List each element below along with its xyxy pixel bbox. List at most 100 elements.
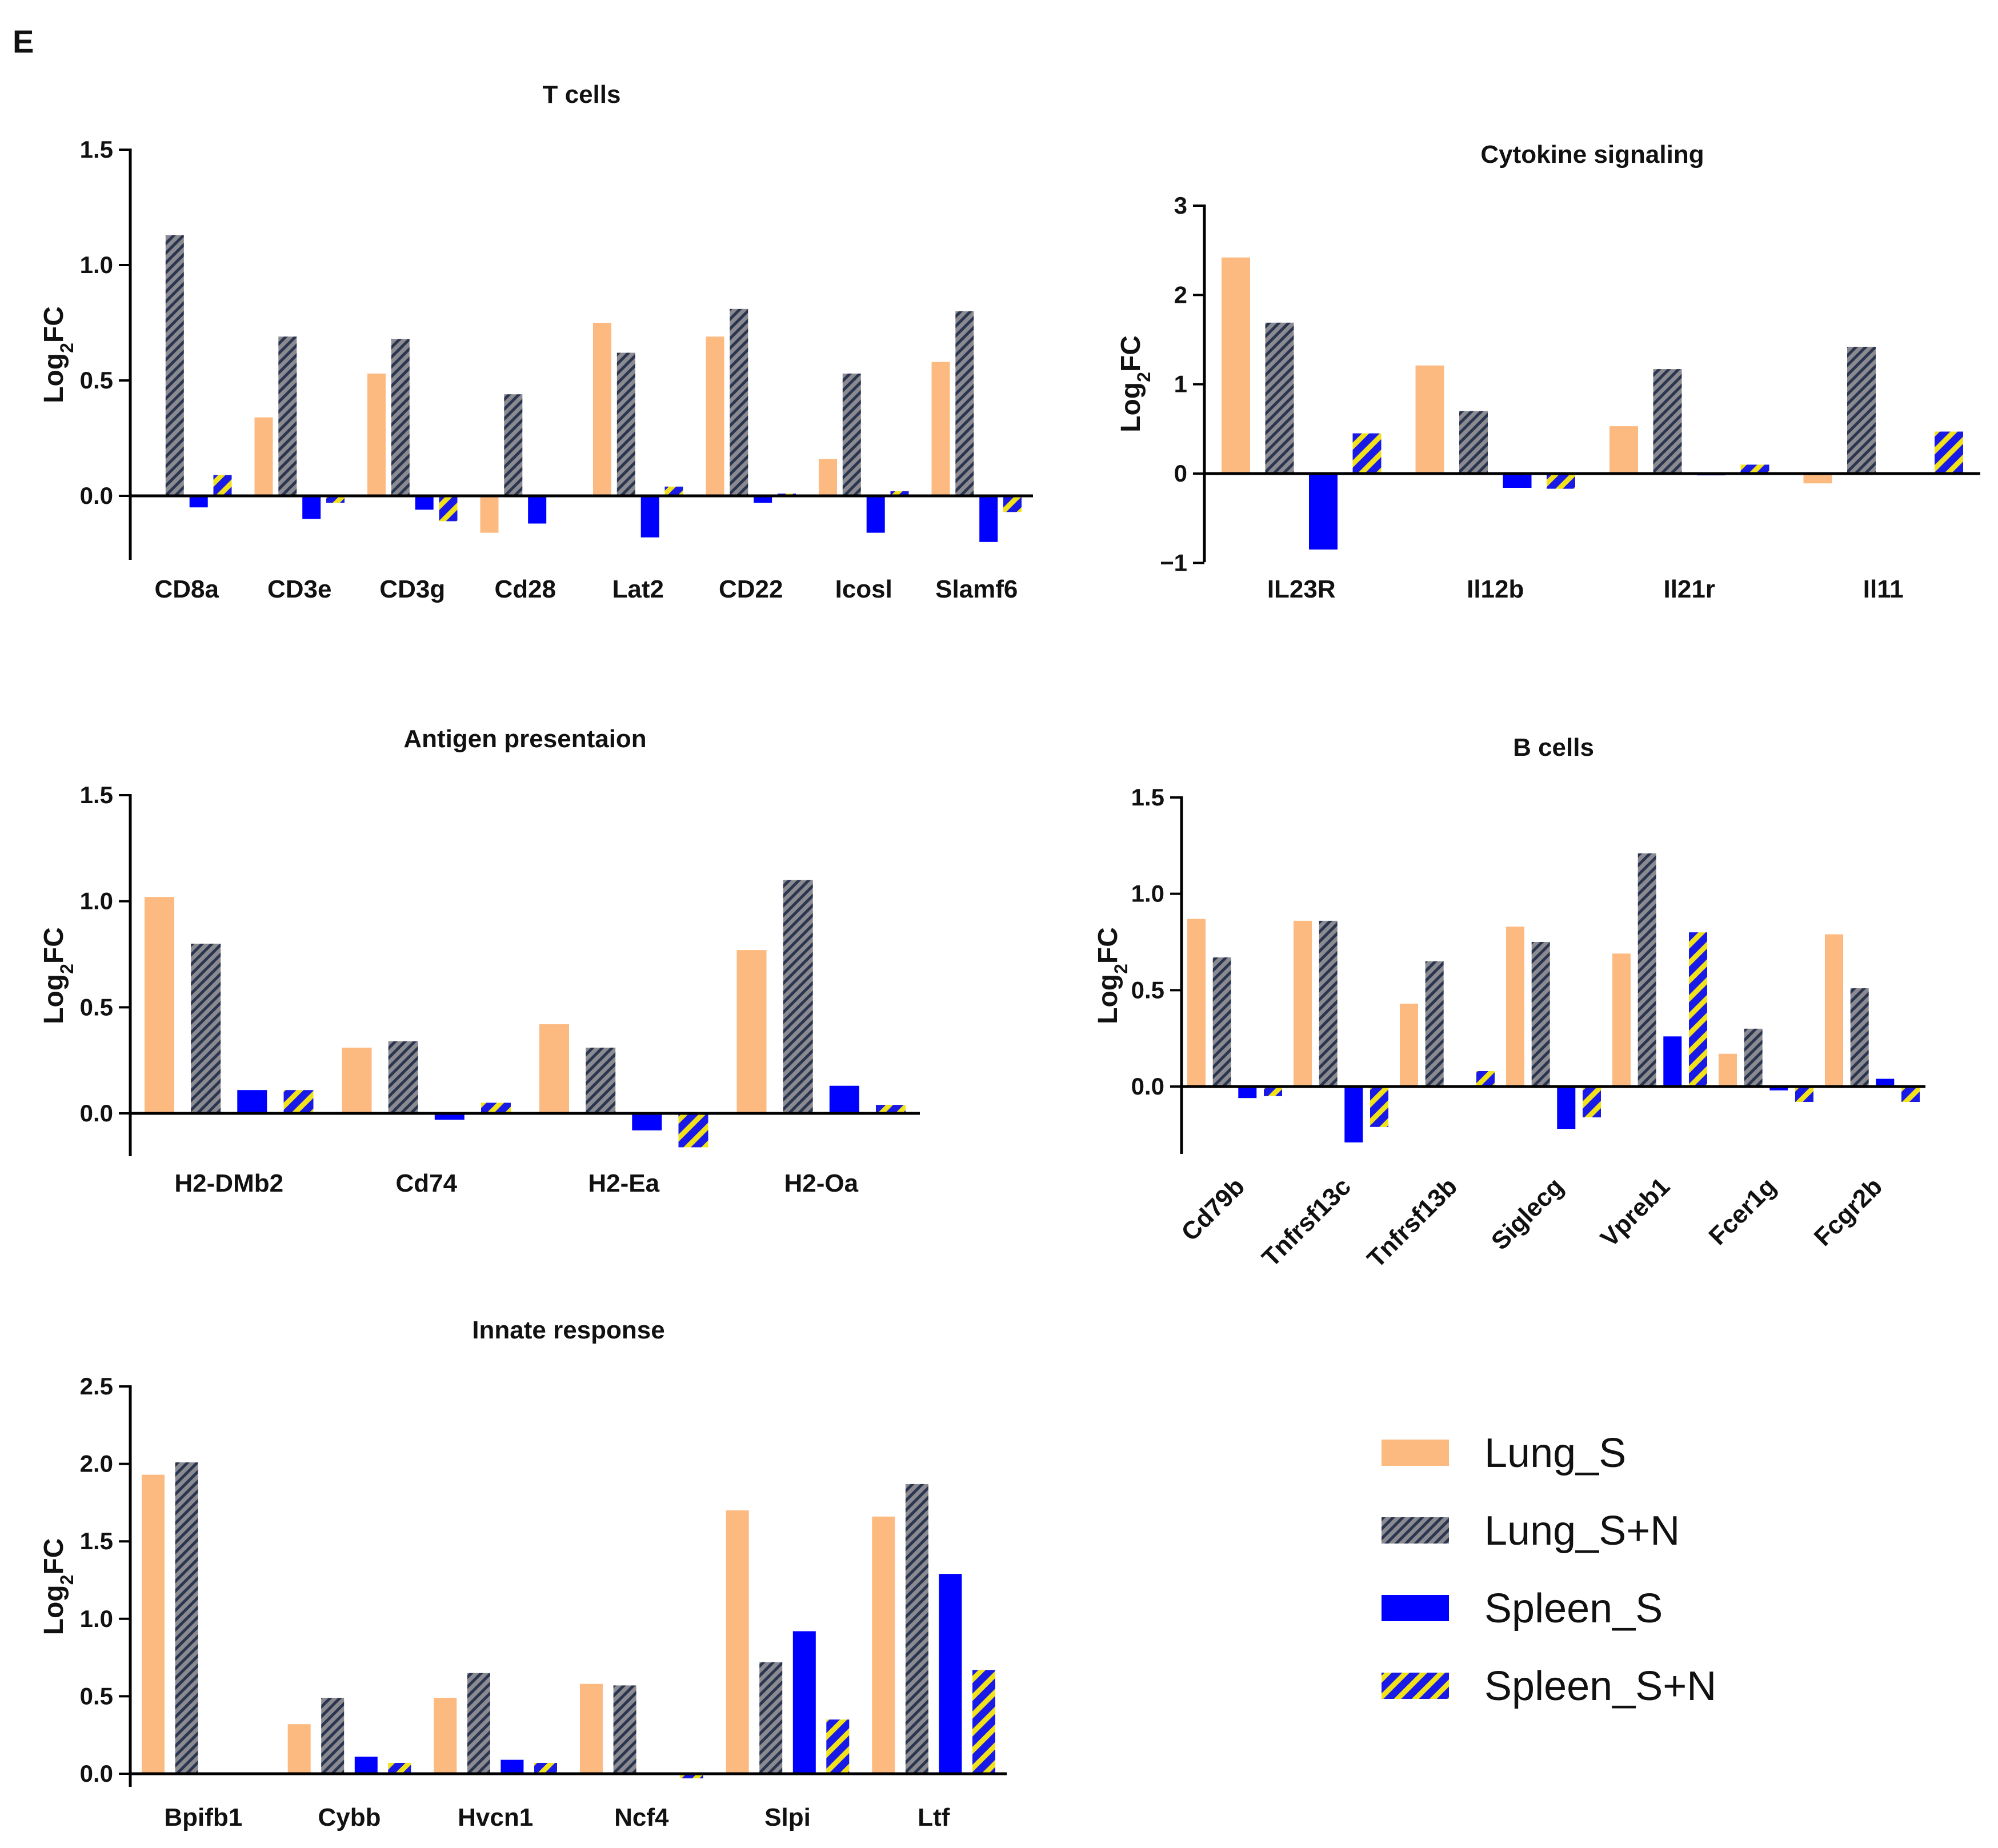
bar-il11-lung-s-n [1847, 347, 1876, 474]
bar-il23r-spleen-s [1309, 474, 1338, 550]
bar-cybb-lung-s [287, 1724, 311, 1774]
chart-panel-t-cells: T cells Log2FC 0.0 0.5 1.0 1.5 CD8a CD3e CD3g Cd2… [39, 81, 1033, 603]
bar-lat2-lung-s [593, 323, 611, 496]
bar-fcer1g-spleen-s [1769, 1087, 1788, 1091]
bar-cd3e-spleen-s-n [326, 496, 345, 503]
bar-cd74-lung-s-n [388, 1041, 418, 1113]
bar-slpi-lung-s-n [759, 1662, 783, 1774]
category-label: H2-Ea [588, 1169, 659, 1197]
legend-swatch-spleen-s [1382, 1595, 1449, 1621]
bar-bpifb1-lung-s [142, 1474, 165, 1774]
bar-h2-oa-lung-s-n [783, 880, 813, 1113]
legend-label-spleen-s-n: Spleen_S+N [1484, 1663, 1716, 1709]
y-tick-label: 1.5 [80, 136, 113, 163]
bar-cd28-lung-s [480, 496, 499, 533]
bar-icosl-spleen-s [866, 496, 885, 533]
bar-h2-oa-spleen-s [829, 1085, 859, 1113]
y-tick-label: 2.5 [80, 1373, 113, 1400]
bar-cd22-lung-s [706, 336, 724, 496]
bar-fcgr2b-lung-s [1825, 934, 1843, 1087]
bar-icosl-lung-s [819, 459, 837, 496]
bar-il21r-lung-s [1609, 426, 1638, 474]
bar-cd22-lung-s-n [730, 308, 748, 496]
y-axis-label: Log2FC [39, 306, 77, 403]
bar-cd22-spleen-s [754, 496, 772, 503]
legend-swatch-lung-s [1382, 1440, 1449, 1466]
bar-fcgr2b-lung-s-n [1850, 988, 1869, 1087]
chart-panel-antigen-presentation: Antigen presentaion Log2FC 0.0 0.5 1.0 1.5 H2-… [39, 725, 920, 1197]
y-tick-label: 1.5 [1131, 784, 1164, 811]
category-label: Cd79b [1176, 1172, 1250, 1246]
chart-title: Innate response [472, 1316, 664, 1344]
bar-cd3e-spleen-s [302, 496, 321, 519]
bar-lat2-lung-s-n [616, 352, 635, 496]
y-tick-label: 0.0 [1131, 1073, 1164, 1100]
bar-il11-lung-s [1803, 474, 1832, 484]
legend-label-spleen-s: Spleen_S [1484, 1586, 1663, 1631]
bar-h2-ea-lung-s-n [586, 1047, 616, 1113]
y-axis-label: Log2FC [1093, 927, 1131, 1024]
bar-cd79b-spleen-s-n [1264, 1087, 1282, 1096]
y-tick-label: 1.0 [1131, 880, 1164, 907]
category-label: Ncf4 [614, 1803, 669, 1831]
y-tick-label: 0.5 [1131, 976, 1164, 1003]
bar-h2-ea-lung-s [539, 1024, 569, 1113]
bar-hvcn1-lung-s-n [467, 1673, 490, 1774]
category-label: Tnfrsf13b [1362, 1172, 1463, 1273]
bar-slpi-lung-s [726, 1510, 749, 1774]
category-label: Il11 [1863, 575, 1904, 603]
category-label: Cd74 [395, 1169, 457, 1197]
bar-cd79b-spleen-s [1238, 1087, 1257, 1099]
bar-siglecg-lung-s-n [1531, 942, 1550, 1087]
category-label: Fcer1g [1703, 1172, 1781, 1250]
bar-bpifb1-lung-s-n [175, 1462, 198, 1774]
bar-ncf4-spleen-s-n [680, 1774, 703, 1779]
bar-il12b-lung-s-n [1459, 411, 1488, 474]
bar-cd3g-spleen-s-n [439, 496, 458, 522]
bar-tnfrsf13c-spleen-s-n [1370, 1087, 1388, 1127]
y-tick-label: −1 [1160, 549, 1187, 576]
bar-vpreb1-lung-s-n [1637, 853, 1656, 1087]
category-label: Hvcn1 [458, 1803, 533, 1831]
bar-cd28-lung-s-n [504, 394, 523, 496]
chart-title: T cells [543, 81, 621, 109]
bar-h2-ea-spleen-s-n [678, 1113, 708, 1148]
legend-item-lung-s-n: Lung_S+N [1382, 1508, 1680, 1554]
bar-siglecg-spleen-s [1557, 1087, 1576, 1129]
bar-slpi-spleen-s [792, 1631, 816, 1774]
y-tick-label: 0.5 [80, 367, 113, 394]
y-axis-label: Log2FC [39, 1538, 77, 1635]
bar-slamf6-lung-s [931, 362, 950, 496]
bar-il21r-spleen-s-n [1740, 464, 1769, 474]
y-tick-label: 1.0 [80, 888, 113, 915]
chart-title: Cytokine signaling [1480, 141, 1704, 169]
bar-slamf6-spleen-s-n [1003, 496, 1022, 512]
bar-h2-oa-lung-s [736, 950, 767, 1113]
bar-ltf-spleen-s-n [972, 1670, 995, 1774]
bar-tnfrsf13b-lung-s-n [1425, 961, 1444, 1087]
y-tick-label: 1.5 [80, 1528, 113, 1554]
bar-vpreb1-spleen-s-n [1689, 932, 1707, 1087]
bar-hvcn1-spleen-s-n [534, 1763, 557, 1774]
y-tick-label: 1.5 [80, 781, 113, 808]
chart-panel-b-cells: B cells Log2FC 0.0 0.5 1.0 1.5 Cd79b Tnfrsf13c T… [1093, 733, 1925, 1273]
bar-h2-dmb2-lung-s [145, 897, 174, 1113]
y-tick-label: 2.0 [80, 1450, 113, 1477]
category-label: H2-DMb2 [174, 1169, 283, 1197]
bar-cd3g-lung-s-n [391, 339, 410, 496]
category-label: H2-Oa [784, 1169, 858, 1197]
bar-cd3g-spleen-s [415, 496, 434, 510]
legend: Lung_S Lung_S+N Spleen_S Spleen_S+N [1382, 1430, 1716, 1709]
bar-siglecg-spleen-s-n [1583, 1087, 1601, 1117]
category-label: CD22 [719, 575, 783, 603]
bar-fcgr2b-spleen-s-n [1901, 1087, 1920, 1102]
bar-cybb-spleen-s [354, 1757, 378, 1774]
bar-tnfrsf13c-lung-s-n [1319, 920, 1338, 1087]
bar-siglecg-lung-s [1506, 927, 1524, 1087]
bar-cd8a-spleen-s [189, 496, 208, 508]
y-tick-label: 0.0 [80, 1760, 113, 1787]
bar-fcer1g-spleen-s-n [1795, 1087, 1813, 1102]
y-tick-label: 2 [1174, 281, 1187, 308]
bar-ncf4-lung-s [580, 1683, 603, 1774]
